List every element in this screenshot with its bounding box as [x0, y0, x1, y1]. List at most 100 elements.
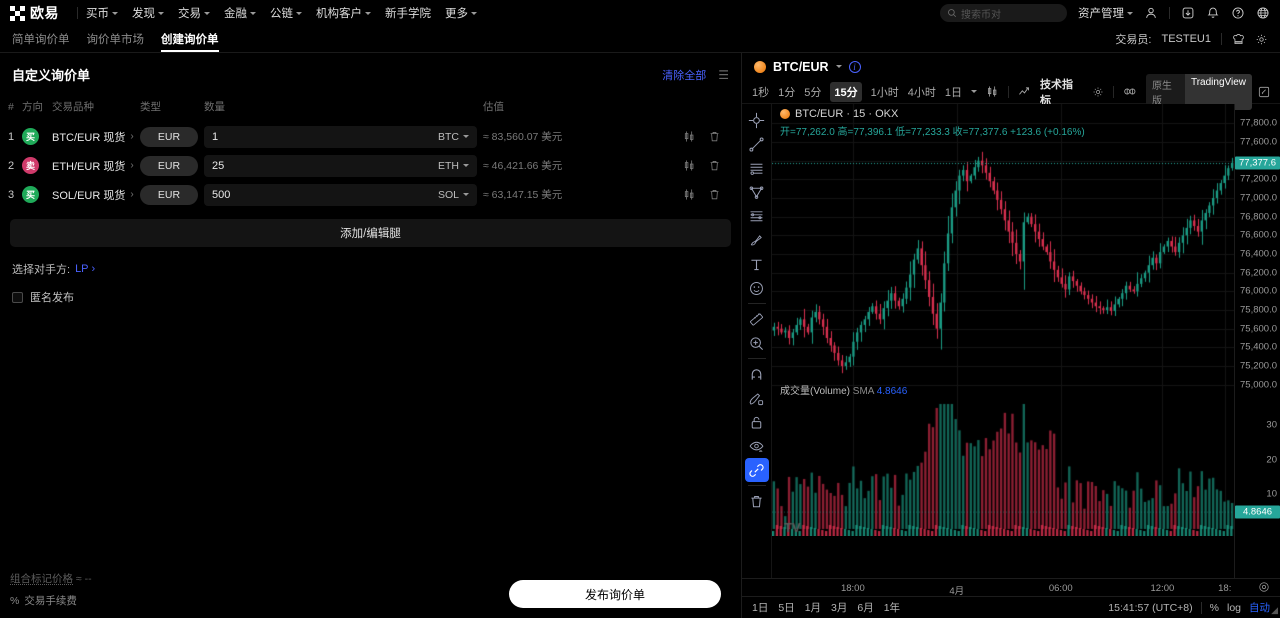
link-icon[interactable]: [744, 458, 769, 482]
range-1y[interactable]: 1年: [883, 602, 901, 614]
indicators-label[interactable]: 技术指标: [1039, 78, 1073, 107]
crosshair-icon[interactable]: [745, 108, 769, 132]
quantity-input[interactable]: 1: [212, 130, 219, 143]
nav-item-academy[interactable]: 新手学院: [385, 5, 431, 21]
nav-item-chain[interactable]: 公链: [270, 5, 302, 21]
nav-item-institutional[interactable]: 机构客户: [316, 5, 371, 21]
timeframe-15m[interactable]: 15分: [830, 81, 862, 102]
row-symbol[interactable]: BTC/EUR 现货 ›: [52, 122, 140, 151]
timeframe-1m[interactable]: 1分: [778, 86, 796, 99]
zoom-in-icon[interactable]: [745, 331, 769, 355]
quantity-input[interactable]: 25: [212, 159, 225, 172]
bell-icon[interactable]: [1206, 6, 1220, 20]
chef-hat-icon[interactable]: [1232, 33, 1245, 46]
row-symbol[interactable]: SOL/EUR 现货 ›: [52, 180, 140, 209]
row-direction[interactable]: 买: [22, 180, 52, 209]
row-quantity[interactable]: 1 BTC: [204, 122, 483, 151]
horizontal-lines-icon[interactable]: [745, 156, 769, 180]
measure-icon[interactable]: [745, 386, 769, 410]
resize-handle[interactable]: ◢: [1271, 605, 1278, 615]
anonymous-checkbox[interactable]: [12, 291, 23, 303]
compare-icon[interactable]: [1123, 85, 1137, 98]
timeframe-1d[interactable]: 1日: [944, 86, 962, 99]
range-1d[interactable]: 1日: [752, 602, 769, 614]
candlestick-icon[interactable]: [683, 130, 696, 143]
direction-badge-buy[interactable]: 买: [22, 186, 39, 203]
row-quantity[interactable]: 25 ETH: [204, 151, 483, 180]
quantity-unit-select[interactable]: BTC: [438, 131, 469, 143]
delete-icon[interactable]: [708, 188, 721, 201]
direction-badge-buy[interactable]: 买: [22, 128, 39, 145]
text-icon[interactable]: [745, 252, 769, 276]
ruler-icon[interactable]: [745, 307, 769, 331]
timeframe-1s[interactable]: 1秒: [752, 86, 770, 99]
panel-menu-icon[interactable]: ☰: [718, 67, 729, 82]
log-scale-button[interactable]: log: [1226, 601, 1241, 614]
row-type[interactable]: EUR: [140, 122, 204, 151]
candlestick-icon[interactable]: [683, 159, 696, 172]
globe-icon[interactable]: [1256, 6, 1270, 20]
tab-rfq-market[interactable]: 询价单市场: [87, 26, 145, 52]
brush-icon[interactable]: [745, 228, 769, 252]
range-3mo[interactable]: 3月: [831, 602, 848, 614]
help-icon[interactable]: [1231, 6, 1245, 20]
type-pill[interactable]: EUR: [140, 155, 198, 176]
search-input[interactable]: 搜索币对: [940, 4, 1067, 22]
delete-icon[interactable]: [708, 159, 721, 172]
assets-menu[interactable]: 资产管理: [1078, 5, 1133, 21]
user-icon[interactable]: [1144, 6, 1158, 20]
pitchfork-icon[interactable]: [745, 180, 769, 204]
timeframe-5m[interactable]: 5分: [804, 86, 822, 99]
fib-retracement-icon[interactable]: [745, 204, 769, 228]
row-direction[interactable]: 卖: [22, 151, 52, 180]
add-edit-leg-button[interactable]: 添加/编辑腿: [10, 219, 731, 247]
time-axis[interactable]: 18:00 4月 06:00 12:00 18:: [742, 578, 1280, 597]
range-6mo[interactable]: 6月: [857, 602, 874, 614]
timeframe-4h[interactable]: 4小时: [907, 86, 936, 99]
fullscreen-icon[interactable]: [1258, 86, 1270, 98]
auto-scale-button[interactable]: 自动: [1249, 602, 1270, 614]
lock-icon[interactable]: [745, 410, 769, 434]
nav-item-buy[interactable]: 买币: [86, 5, 118, 21]
nav-item-trade[interactable]: 交易: [178, 5, 210, 21]
row-quantity[interactable]: 500 SOL: [204, 180, 483, 209]
candlestick-type-icon[interactable]: [986, 85, 999, 98]
row-type[interactable]: EUR: [140, 180, 204, 209]
delete-icon[interactable]: [708, 130, 721, 143]
magnet-icon[interactable]: [745, 362, 769, 386]
chart-plot-area[interactable]: BTC/EUR · 15 · OKX 开=77,262.0 高=77,396.1…: [772, 104, 1234, 578]
row-direction[interactable]: 买: [22, 122, 52, 151]
download-icon[interactable]: [1181, 6, 1195, 20]
trash-icon[interactable]: [745, 489, 769, 513]
timeframe-1h[interactable]: 1小时: [870, 86, 899, 99]
indicators-icon[interactable]: [1018, 85, 1031, 98]
tab-create-rfq[interactable]: 创建询价单: [161, 26, 219, 52]
nav-item-more[interactable]: 更多: [445, 5, 477, 21]
view-tradingview[interactable]: TradingView: [1184, 73, 1253, 110]
chevron-down-icon[interactable]: [835, 65, 842, 68]
trend-line-icon[interactable]: [745, 132, 769, 156]
quantity-unit-select[interactable]: SOL: [438, 189, 469, 201]
tab-simple-rfq[interactable]: 简单询价单: [12, 26, 70, 52]
nav-item-finance[interactable]: 金融: [224, 5, 256, 21]
type-pill[interactable]: EUR: [140, 126, 198, 147]
type-pill[interactable]: EUR: [140, 184, 198, 205]
emoji-icon[interactable]: [745, 276, 769, 300]
row-type[interactable]: EUR: [140, 151, 204, 180]
gear-icon[interactable]: [1092, 86, 1104, 98]
time-settings-icon[interactable]: [1258, 581, 1270, 593]
gear-icon[interactable]: [1255, 33, 1268, 46]
candlestick-icon[interactable]: [683, 188, 696, 201]
range-1mo[interactable]: 1月: [804, 602, 822, 614]
direction-badge-sell[interactable]: 卖: [22, 157, 39, 174]
okx-logo[interactable]: 欧易: [10, 3, 59, 23]
counterparty-select[interactable]: LP ›: [75, 263, 95, 275]
quantity-unit-select[interactable]: ETH: [438, 160, 469, 172]
range-5d[interactable]: 5日: [778, 602, 795, 614]
chevron-down-icon[interactable]: [971, 90, 977, 93]
eye-icon[interactable]: [745, 434, 769, 458]
clear-all-button[interactable]: 清除全部: [662, 69, 707, 82]
view-native[interactable]: 原生版: [1151, 80, 1172, 107]
publish-rfq-button[interactable]: 发布询价单: [509, 580, 721, 608]
price-axis[interactable]: 77,800.077,600.077,400.077,200.077,000.0…: [1234, 104, 1280, 578]
